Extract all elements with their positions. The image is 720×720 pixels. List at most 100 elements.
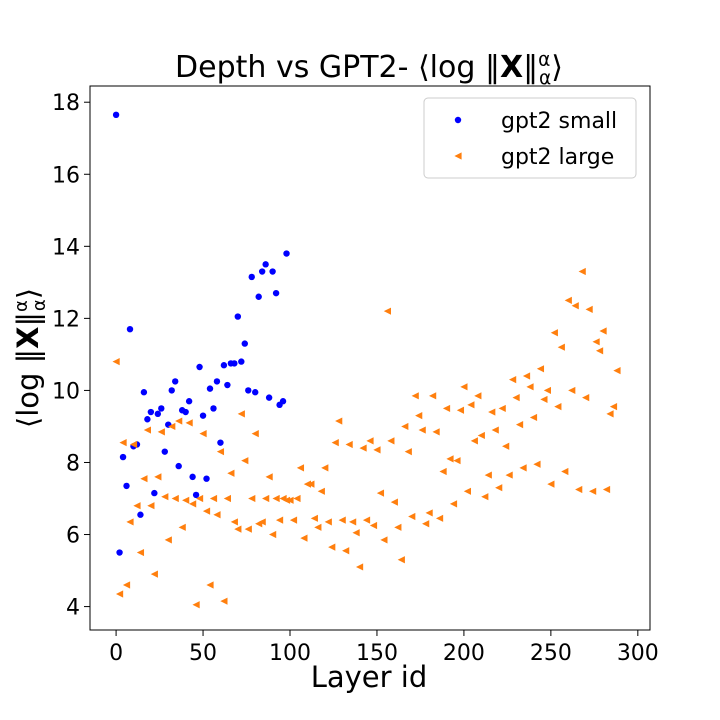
data-point	[147, 408, 155, 416]
data-point	[230, 518, 238, 526]
data-point	[286, 496, 294, 504]
data-point	[189, 473, 196, 481]
data-point	[265, 394, 273, 401]
data-point	[172, 378, 179, 385]
legend-marker	[454, 152, 462, 160]
data-point	[460, 383, 468, 391]
data-point	[137, 511, 144, 518]
data-point	[477, 431, 485, 440]
data-point	[220, 597, 228, 605]
data-point	[474, 392, 482, 400]
y-axis-label: ⟨log ‖X‖αα⟩	[11, 288, 50, 428]
data-point	[429, 392, 437, 400]
data-point	[613, 367, 621, 375]
data-point	[206, 581, 214, 589]
data-point	[269, 530, 277, 539]
data-point	[561, 467, 569, 476]
data-point	[255, 293, 262, 300]
data-point	[321, 464, 329, 472]
data-point	[220, 362, 228, 369]
data-point	[136, 548, 145, 557]
data-point	[442, 404, 451, 413]
data-point	[515, 421, 524, 429]
data-point	[456, 406, 465, 414]
y-tick-label: 10	[52, 379, 80, 404]
data-point	[547, 480, 555, 488]
data-point	[178, 523, 186, 531]
chart-title: Depth vs GPT2- ⟨log ‖X‖α α⟩	[175, 50, 563, 90]
data-point	[401, 422, 409, 431]
data-point	[589, 487, 597, 495]
data-point	[275, 516, 284, 524]
data-point	[342, 547, 350, 555]
data-point	[575, 485, 583, 494]
data-point	[161, 448, 168, 455]
data-point	[251, 430, 259, 438]
series-gpt2-large	[112, 267, 621, 609]
data-point	[422, 520, 430, 528]
data-point	[150, 570, 158, 578]
data-point	[224, 381, 231, 389]
data-point	[606, 410, 614, 418]
x-axis-label: Layer id	[311, 660, 428, 694]
data-point	[502, 442, 510, 450]
data-point	[140, 475, 148, 483]
y-tick-label: 16	[52, 163, 80, 188]
data-point	[123, 482, 130, 490]
data-point	[435, 514, 444, 522]
data-point	[192, 601, 200, 609]
x-tick-label: 300	[617, 641, 659, 666]
data-point	[314, 523, 322, 531]
data-point	[248, 273, 255, 281]
data-point	[602, 485, 611, 494]
data-point	[449, 500, 458, 508]
data-point	[154, 410, 162, 418]
data-point	[262, 261, 269, 268]
data-point	[210, 405, 217, 412]
data-point	[119, 439, 127, 447]
x-tick-label: 0	[109, 641, 123, 666]
data-point	[241, 340, 248, 347]
data-point	[234, 313, 242, 320]
data-point	[158, 405, 165, 412]
data-point	[571, 302, 579, 310]
data-point	[202, 507, 211, 515]
data-point	[238, 358, 245, 365]
data-point	[300, 534, 308, 542]
data-point	[328, 543, 336, 551]
data-point	[418, 426, 426, 434]
data-point	[192, 491, 200, 499]
data-point	[467, 401, 475, 409]
data-point	[564, 296, 572, 304]
data-point	[112, 111, 120, 119]
data-point	[310, 514, 318, 522]
data-point	[133, 502, 141, 510]
data-point	[112, 358, 120, 366]
data-point	[265, 473, 273, 481]
data-point	[154, 473, 162, 481]
legend: gpt2 small gpt2 large	[423, 97, 637, 179]
data-point	[143, 426, 151, 434]
data-point	[519, 464, 527, 472]
y-tick-label: 12	[52, 307, 80, 332]
data-point	[509, 376, 517, 384]
data-point	[369, 521, 378, 530]
data-point	[463, 487, 471, 495]
data-point	[387, 437, 395, 445]
data-point	[199, 412, 207, 419]
data-point	[307, 480, 315, 488]
data-point	[296, 464, 305, 472]
data-point	[578, 267, 586, 276]
data-point	[234, 525, 242, 533]
data-point	[529, 413, 538, 422]
data-point	[175, 462, 182, 470]
data-point	[216, 448, 225, 456]
data-point	[182, 496, 190, 504]
data-point	[227, 469, 235, 477]
data-point	[432, 428, 440, 436]
data-point	[366, 437, 374, 445]
data-point	[498, 404, 506, 413]
data-point	[338, 516, 346, 524]
data-point	[592, 338, 600, 346]
